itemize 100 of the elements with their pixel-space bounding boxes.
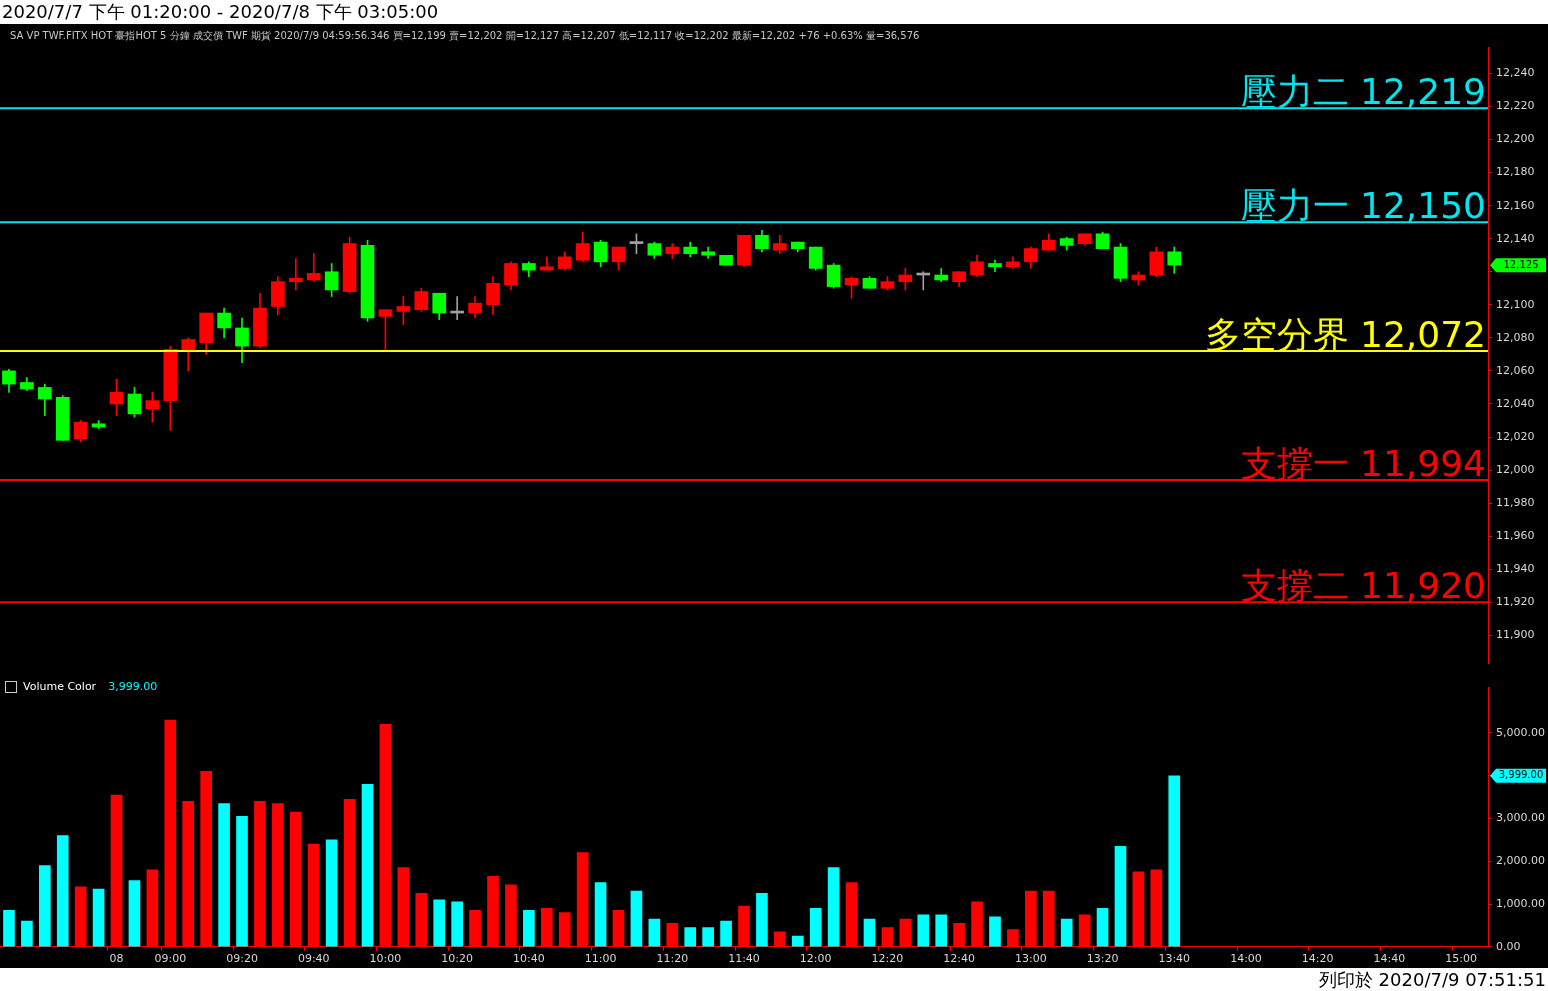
bar bbox=[146, 869, 159, 947]
x-tick-label: 13:40 bbox=[1158, 952, 1191, 966]
x-tick-label: 14:40 bbox=[1373, 952, 1406, 966]
x-tick-label: 13:20 bbox=[1086, 952, 1119, 966]
bar bbox=[1096, 907, 1109, 947]
bar bbox=[3, 910, 15, 947]
x-tick-label: 12:00 bbox=[799, 952, 832, 966]
bar bbox=[845, 882, 858, 947]
x-tick-label: 10:40 bbox=[513, 952, 545, 966]
y-tick-label: 12,020 bbox=[1496, 429, 1535, 443]
y-tick-label: 12,040 bbox=[1496, 396, 1535, 410]
y-tick-label: 12,240 bbox=[1496, 66, 1535, 80]
bar bbox=[325, 839, 338, 947]
bar bbox=[56, 835, 69, 947]
bar bbox=[1042, 890, 1055, 947]
x-tick-label: 12:40 bbox=[943, 952, 975, 966]
x-tick-label: 10:20 bbox=[441, 952, 474, 966]
bar bbox=[809, 907, 822, 947]
x-tick-label: 12:20 bbox=[871, 952, 904, 966]
bar bbox=[576, 852, 589, 947]
text: 12,125 bbox=[1503, 258, 1539, 270]
ref-line-label: 支撐一 11,994 bbox=[1240, 442, 1486, 484]
y-tick-label: 12,060 bbox=[1496, 363, 1535, 377]
y-tick-label: 11,920 bbox=[1496, 595, 1535, 609]
bar bbox=[128, 880, 141, 947]
y-tick-label: 12,000 bbox=[1496, 462, 1535, 476]
bar bbox=[612, 910, 625, 947]
bar bbox=[540, 907, 553, 947]
bar bbox=[648, 918, 661, 947]
bar bbox=[791, 935, 804, 947]
bar bbox=[881, 927, 894, 947]
bar bbox=[1132, 871, 1145, 947]
bar bbox=[702, 927, 714, 947]
ref-line-label: 壓力二 12,219 bbox=[1240, 71, 1486, 113]
x-tick-label: 11:00 bbox=[584, 952, 617, 966]
text: 列印於 2020/7/9 07:51:51 bbox=[0, 968, 1548, 991]
bar bbox=[953, 922, 965, 947]
y-tick-label: 12,140 bbox=[1496, 231, 1535, 245]
bar bbox=[1025, 890, 1037, 947]
bar bbox=[254, 801, 266, 947]
y-tick-label: 2,000.00 bbox=[1496, 854, 1545, 868]
bar bbox=[343, 798, 356, 947]
bar bbox=[307, 843, 320, 947]
y-tick-label: 12,220 bbox=[1496, 99, 1535, 113]
bar bbox=[666, 922, 679, 947]
bar bbox=[1060, 918, 1073, 947]
bar bbox=[218, 803, 230, 947]
x-tick-label: 11:40 bbox=[728, 952, 760, 966]
x-tick-label: 14:00 bbox=[1230, 952, 1262, 966]
bar bbox=[1114, 845, 1127, 947]
bar bbox=[917, 914, 930, 947]
bar bbox=[469, 910, 481, 947]
text: 3,999.00 bbox=[1498, 769, 1544, 781]
bar bbox=[451, 901, 463, 947]
bar bbox=[74, 886, 87, 947]
y-tick-label: 12,160 bbox=[1496, 198, 1535, 212]
bar bbox=[1007, 929, 1019, 947]
y-tick-label: 11,940 bbox=[1496, 562, 1535, 576]
x-tick-label: 09:20 bbox=[226, 952, 258, 966]
candlestick bbox=[306, 253, 321, 282]
bar bbox=[863, 918, 876, 947]
x-tick-label: 09:40 bbox=[297, 952, 330, 966]
bar bbox=[110, 794, 123, 947]
bar bbox=[21, 920, 33, 947]
bar bbox=[415, 893, 428, 947]
y-tick-label: 11,960 bbox=[1496, 529, 1535, 543]
x-tick-label: 09:00 bbox=[154, 952, 187, 966]
bar bbox=[361, 783, 374, 947]
y-tick-label: 12,180 bbox=[1496, 165, 1535, 179]
x-tick-label: 15:00 bbox=[1445, 952, 1477, 966]
bar bbox=[523, 910, 535, 947]
ref-line-label: 壓力一 12,150 bbox=[1240, 185, 1486, 227]
bar bbox=[200, 771, 212, 947]
bar bbox=[971, 901, 983, 947]
chart-title: Volume Color bbox=[23, 680, 97, 693]
bar bbox=[1078, 914, 1091, 947]
bar bbox=[899, 918, 912, 947]
bar bbox=[756, 893, 768, 947]
bar bbox=[505, 884, 517, 947]
bar bbox=[379, 724, 392, 947]
x-tick-label: 10:00 bbox=[369, 952, 402, 966]
bar bbox=[1168, 775, 1181, 947]
bar bbox=[935, 914, 948, 947]
y-tick-label: 12,200 bbox=[1496, 132, 1535, 146]
bar bbox=[558, 912, 571, 947]
candlestick bbox=[288, 258, 303, 291]
bar bbox=[487, 875, 499, 947]
bar bbox=[630, 890, 643, 947]
bar bbox=[272, 803, 284, 947]
ref-line-label: 多空分界 12,072 bbox=[1204, 314, 1486, 356]
y-tick-label: 12,080 bbox=[1496, 330, 1535, 344]
bar bbox=[720, 920, 732, 947]
y-tick-label: 11,900 bbox=[1496, 628, 1535, 642]
y-tick-label: 0.00 bbox=[1496, 939, 1521, 953]
bar bbox=[684, 927, 697, 947]
x-tick-label: 13:00 bbox=[1014, 952, 1047, 966]
bar bbox=[827, 867, 840, 947]
bar bbox=[92, 888, 105, 947]
y-tick-label: 1,000.00 bbox=[1496, 896, 1545, 910]
x-tick-label: 11:20 bbox=[656, 952, 689, 966]
